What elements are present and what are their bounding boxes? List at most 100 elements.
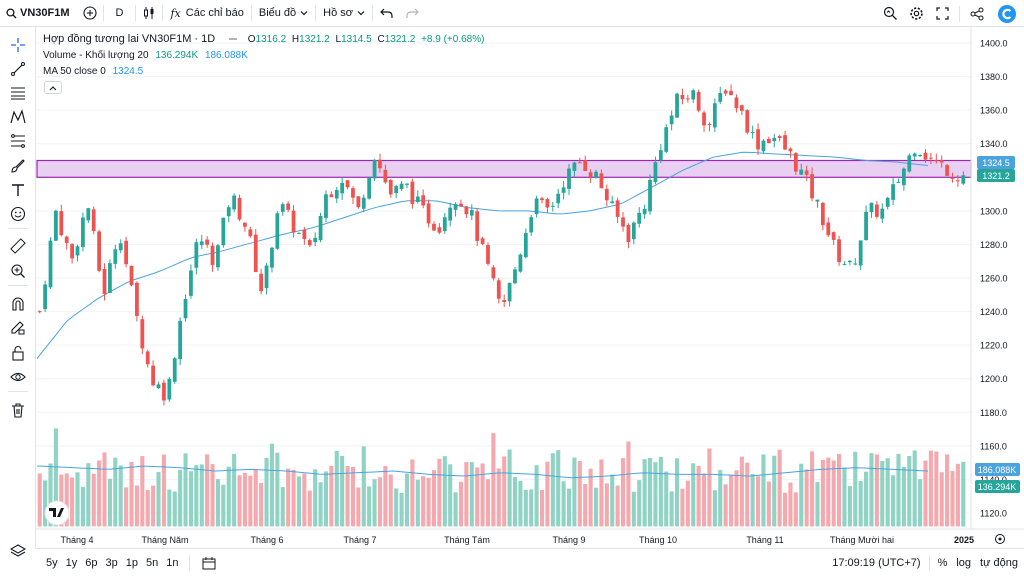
clock[interactable]: 17:09:19 (UTC+7) (832, 557, 921, 569)
percent-toggle[interactable]: % (937, 557, 948, 569)
text-tool[interactable] (6, 179, 30, 201)
candle-body (156, 384, 161, 389)
interval-button[interactable]: D (104, 0, 136, 27)
lock-tool[interactable] (6, 342, 30, 364)
candle-body (388, 179, 393, 195)
price-axis[interactable]: 1400.0 1380.0 1360.0 1340.0 1320.0 1300.0 1280… (980, 39, 1008, 519)
brush-icon (11, 159, 25, 173)
brush-tool[interactable] (6, 155, 30, 177)
emoji-tool[interactable] (6, 203, 30, 225)
candle-body (664, 127, 669, 152)
volume-bar (59, 474, 64, 527)
volume-legend[interactable]: Volume - Khối lượng 20 136.294K 186.088K (43, 50, 248, 61)
time-tick-label: Tháng 4 (60, 535, 93, 545)
candle-body (918, 155, 922, 157)
zoom-in-tool[interactable] (6, 260, 30, 282)
range-button-1y[interactable]: 1y (65, 556, 78, 569)
main-series-legend[interactable]: Hợp đồng tương lai VN30F1M · 1D O1316.2 … (43, 33, 484, 45)
volume-bar (48, 463, 53, 527)
candle-body (723, 90, 728, 94)
fullscreen-button[interactable] (929, 0, 955, 27)
open-label: O (247, 34, 256, 45)
range-button-1n[interactable]: 1n (166, 556, 179, 569)
magnet-tool[interactable] (6, 293, 30, 315)
auto-scale-toggle[interactable]: tự động (980, 557, 1018, 569)
range-button-5n[interactable]: 5n (146, 556, 159, 569)
share-button[interactable] (964, 0, 990, 27)
candle-body (167, 378, 172, 400)
candle-body (783, 135, 787, 150)
trend-line-tool[interactable] (6, 58, 30, 80)
candle-body (637, 212, 642, 224)
app-logo-button[interactable] (990, 0, 1024, 27)
volume-bar (145, 490, 150, 527)
volume-bar (642, 459, 647, 527)
volume-bar (945, 454, 950, 527)
volume-bar (847, 486, 852, 527)
volume-bar (458, 481, 464, 527)
candle-body (826, 222, 831, 236)
profile-dropdown[interactable]: Hồ sơ (316, 0, 372, 27)
volume-bar (880, 460, 885, 527)
volume-bar (156, 471, 161, 527)
settings-button[interactable] (903, 0, 929, 27)
fib-tool[interactable] (6, 130, 30, 152)
undo-button[interactable] (373, 0, 399, 27)
chart-type-dropdown[interactable]: Biểu đồ (252, 0, 315, 27)
time-axis[interactable]: Tháng 4 Tháng Năm Tháng 6 Tháng 7 Tháng Tám T… (60, 535, 974, 545)
tradingview-logo[interactable] (44, 500, 70, 526)
candle-body (118, 243, 123, 251)
search-icon (6, 7, 17, 18)
candle-style-button[interactable] (136, 0, 162, 27)
volume-bar (448, 464, 453, 527)
candle-body (777, 136, 782, 139)
price-tick-label: 1300.0 (980, 206, 1008, 216)
volume-bar (766, 481, 771, 527)
volume-bar (837, 454, 842, 527)
lock-drawings-tool[interactable] (6, 317, 30, 339)
log-toggle[interactable]: log (956, 557, 972, 569)
indicators-button[interactable]: fx Các chỉ báo (163, 0, 250, 27)
crosshair-tool[interactable] (6, 34, 30, 56)
volume-bar (961, 461, 966, 527)
volume-bar (502, 456, 507, 527)
candle-body (178, 320, 183, 360)
pattern-tool[interactable] (6, 106, 30, 128)
candle-body (437, 227, 442, 233)
candle-body (837, 239, 841, 263)
horizontal-lines-tool[interactable] (6, 82, 30, 104)
goto-date-button[interactable] (196, 549, 222, 576)
gear-icon (909, 7, 923, 20)
candle-body (880, 208, 885, 219)
high-value: 1321.2 (299, 34, 330, 45)
ma-value: 1324.5 (112, 66, 144, 77)
price-tick-label: 1240.0 (980, 307, 1008, 317)
remove-drawings-tool[interactable] (6, 399, 30, 421)
volume-bar (777, 449, 782, 527)
range-button-3p[interactable]: 3p (105, 556, 118, 569)
ruler-tool[interactable] (6, 235, 30, 257)
range-button-1p[interactable]: 1p (125, 556, 138, 569)
candle-body (604, 188, 609, 201)
visibility-tool[interactable] (6, 366, 30, 388)
volume-bar (394, 488, 399, 527)
quick-search-button[interactable] (877, 0, 903, 27)
range-button-5y[interactable]: 5y (46, 556, 58, 569)
redo-button[interactable] (399, 0, 425, 27)
range-button-6p[interactable]: 6p (85, 556, 98, 569)
candle-body (864, 211, 868, 240)
volume-bar (410, 459, 415, 527)
candle-body (140, 319, 145, 349)
candle-body (243, 222, 247, 227)
compare-button[interactable] (77, 0, 103, 27)
volume-bar (361, 446, 366, 527)
symbol-search-button[interactable]: VN30F1M (0, 0, 77, 27)
legend-collapse-button[interactable] (44, 81, 62, 94)
candle-body (577, 162, 582, 164)
ma-legend[interactable]: MA 50 close 0 1324.5 (43, 66, 143, 77)
candle-body (696, 91, 701, 111)
candle-body (108, 263, 112, 293)
object-tree-tool[interactable] (6, 540, 30, 562)
time-axis-settings-button[interactable] (995, 534, 1005, 544)
